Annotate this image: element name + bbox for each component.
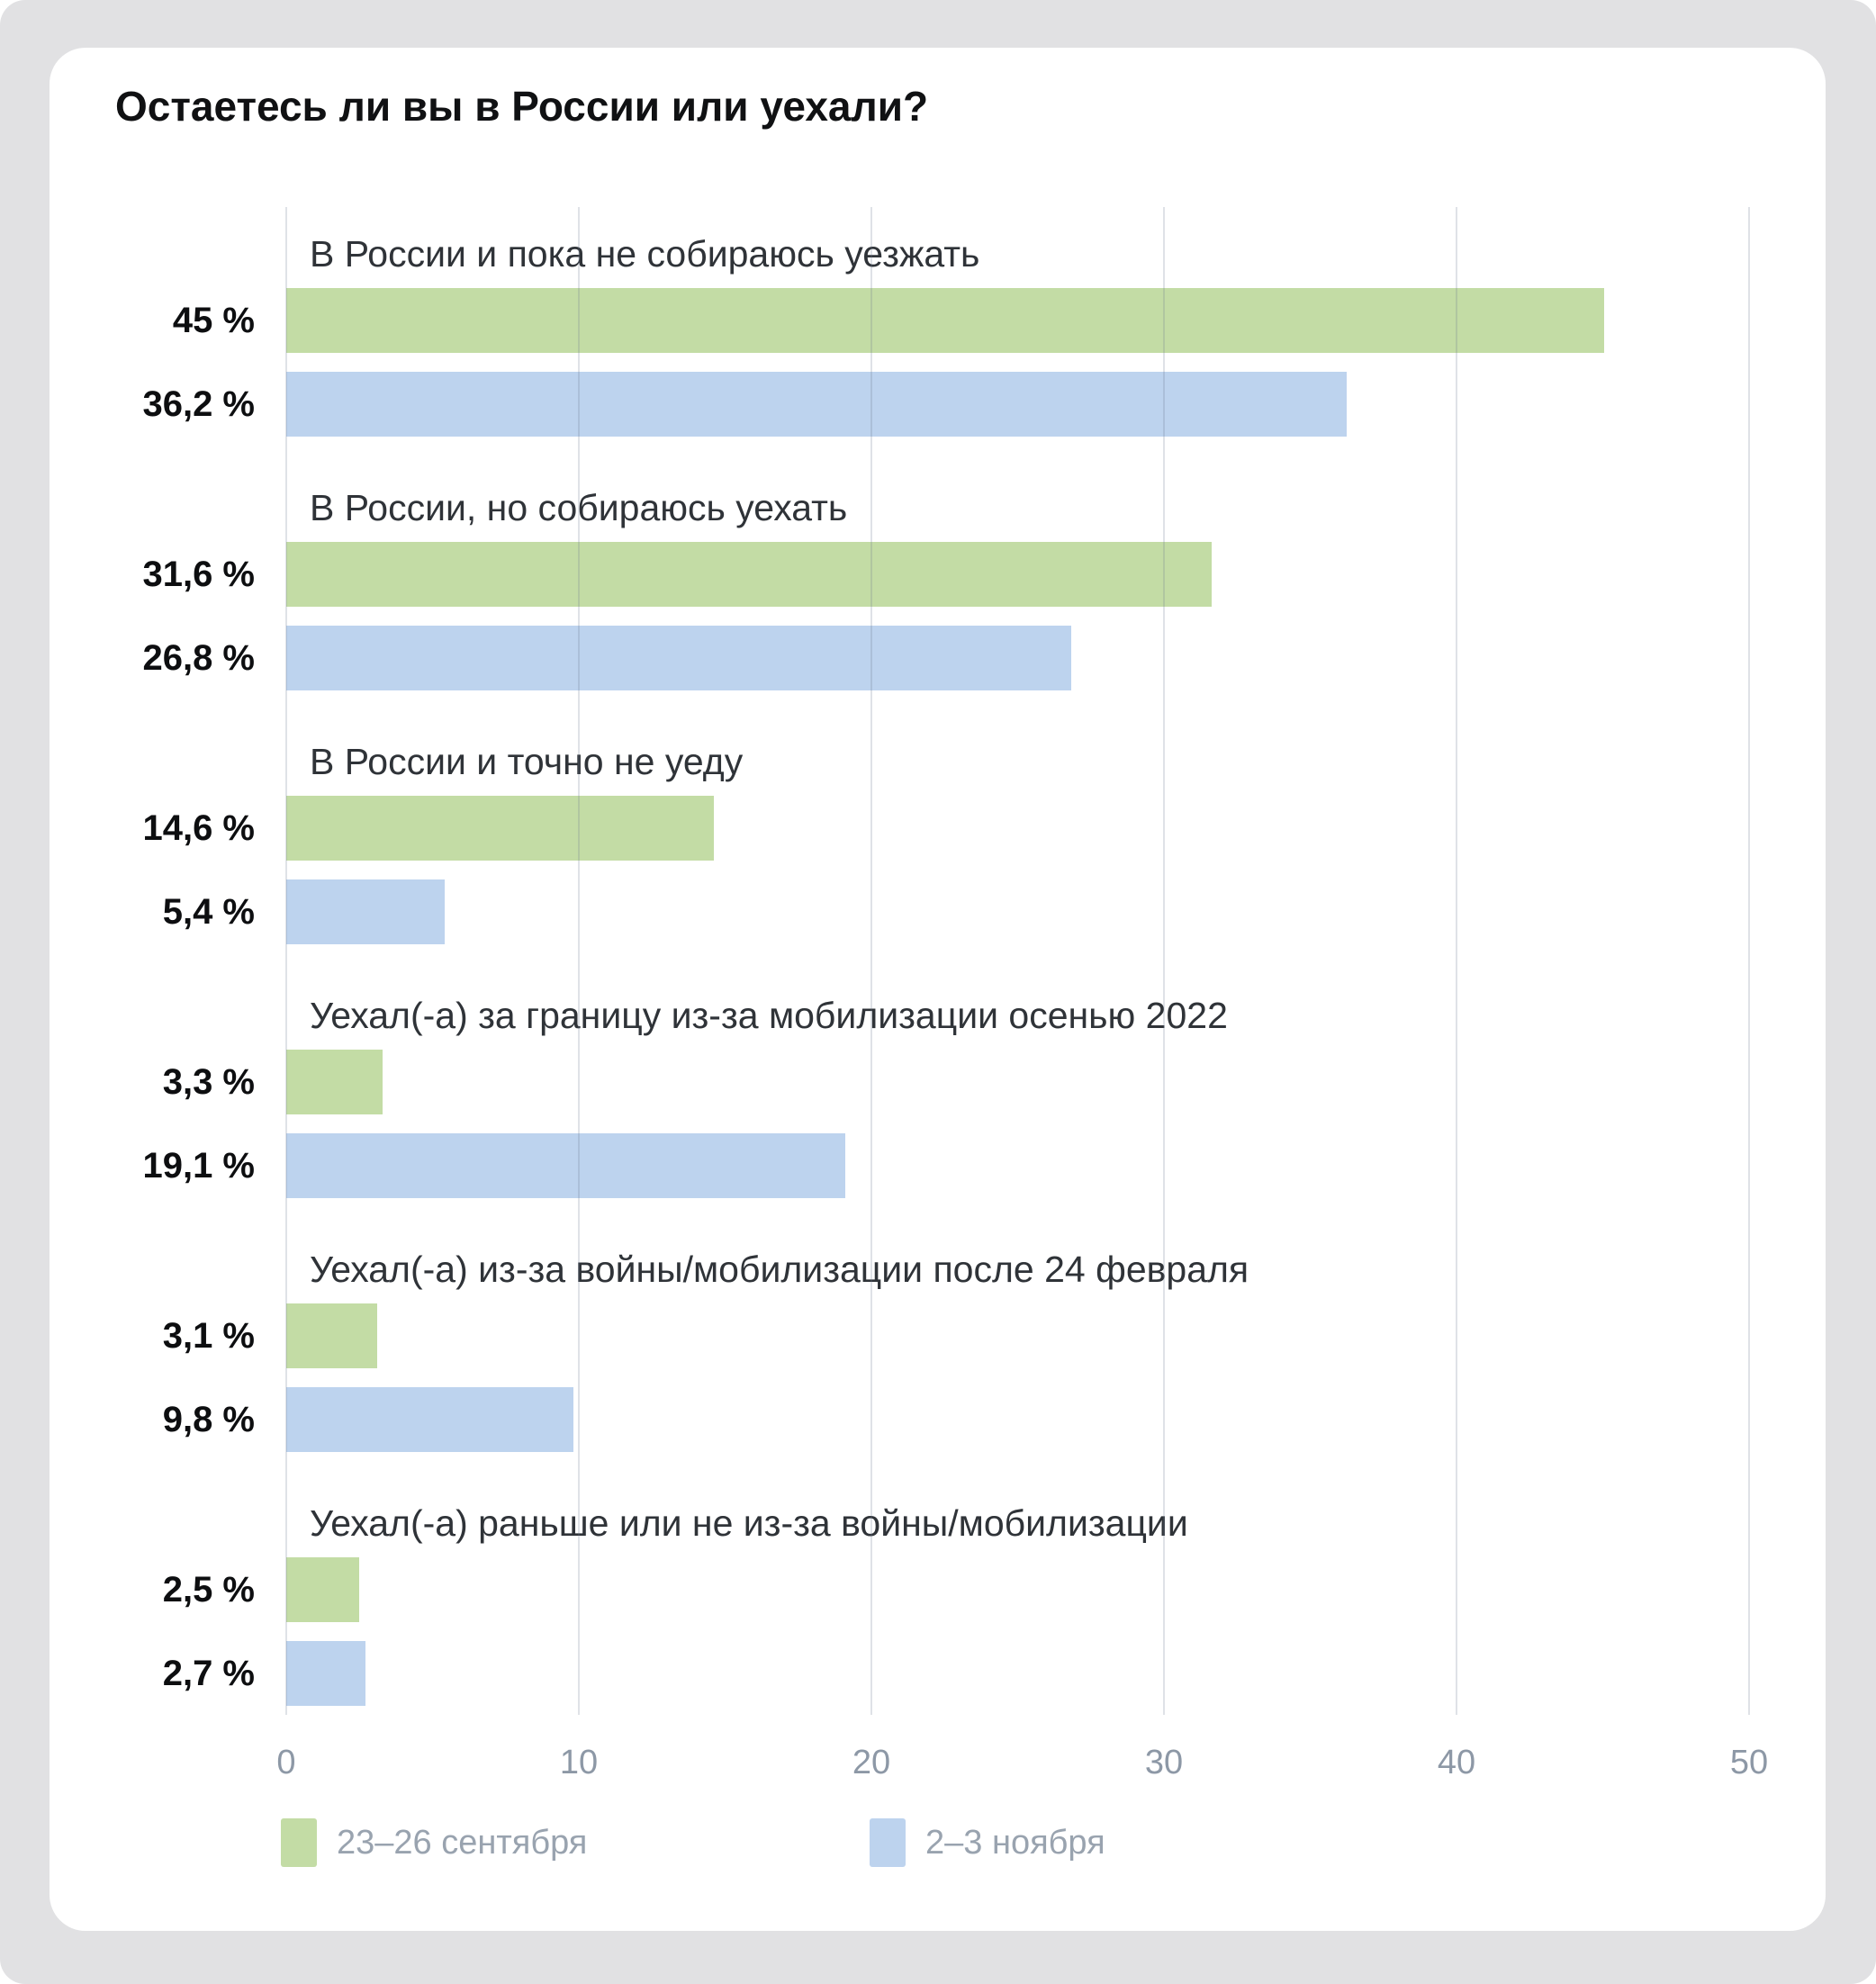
bar-value-label: 5,4 % [162,892,255,932]
bar-value-label: 2,5 % [162,1570,255,1610]
bar-value-label: 26,8 % [142,638,255,678]
bar-value-label: 3,3 % [162,1062,255,1102]
bar-group: Уехал(-а) раньше или не из-за войны/моби… [163,1502,1809,1755]
legend-item-september: 23–26 сентября [281,1818,587,1867]
bar-september [286,1050,383,1114]
chart-legend: 23–26 сентября 2–3 ноября [281,1818,1809,1867]
bar-row-september: 14,6 % [142,796,1809,861]
bar-value-label: 3,1 % [162,1316,255,1356]
category-label: Уехал(-а) из-за войны/мобилизации после … [310,1249,1249,1290]
bar-groups: В России и пока не собираюсь уезжать 45 … [142,232,1809,1755]
legend-label: 23–26 сентября [337,1824,588,1862]
bar-group: В России, но собираюсь уехать 31,6 % 26,… [142,486,1809,740]
bar-group: В России и точно не уеду 14,6 % 5,4 % [142,740,1809,994]
x-axis-tick: 30 [1144,1744,1184,1781]
bar-row-september: 31,6 % [142,542,1809,607]
bar-value-label: 14,6 % [142,808,255,848]
bar-row-september: 45 % [173,288,1809,353]
x-axis-tick: 50 [1729,1744,1769,1781]
bar-group: Уехал(-а) из-за войны/мобилизации после … [163,1248,1809,1502]
bar-september [286,288,1605,353]
bar-november [286,1641,365,1706]
bar-november [286,1133,846,1198]
bar-value-label: 36,2 % [142,384,255,424]
bar-september [286,542,1213,607]
bar-row-september: 3,3 % [163,1050,1809,1114]
bar-row-november: 26,8 % [142,626,1809,690]
bar-row-september: 3,1 % [163,1303,1809,1368]
bar-value-label: 45 % [172,301,255,340]
category-label: В России и пока не собираюсь уезжать [310,233,980,275]
bar-november [286,626,1072,690]
legend-swatch-blue [870,1818,906,1867]
bar-november [286,372,1347,437]
bar-row-november: 5,4 % [163,879,1809,944]
x-axis-tick: 20 [852,1744,891,1781]
bar-november [286,1387,573,1452]
category-label: Уехал(-а) раньше или не из-за войны/моби… [310,1502,1188,1544]
category-label: В России, но собираюсь уехать [310,487,848,528]
bar-september [286,1557,360,1622]
bar-row-september: 2,5 % [163,1557,1809,1622]
chart-title: Остаетесь ли вы в России или уехали? [115,83,929,130]
legend-item-november: 2–3 ноября [870,1818,1105,1867]
bar-value-label: 9,8 % [162,1400,255,1439]
x-axis-tick: 40 [1437,1744,1476,1781]
bar-value-label: 31,6 % [142,555,255,594]
category-label: Уехал(-а) за границу из-за мобилизации о… [310,995,1228,1036]
bar-row-november: 2,7 % [163,1641,1809,1706]
bar-value-label: 2,7 % [162,1654,255,1693]
bar-november [286,879,445,944]
bar-row-november: 36,2 % [142,372,1809,437]
bar-september [286,1303,377,1368]
legend-swatch-green [281,1818,317,1867]
legend-label: 2–3 ноября [925,1824,1105,1862]
bar-group: Уехал(-а) за границу из-за мобилизации о… [142,994,1809,1248]
x-axis-tick: 0 [276,1744,296,1781]
plot-area: В России и пока не собираюсь уезжать 45 … [142,207,1809,1935]
bar-group: В России и пока не собираюсь уезжать 45 … [142,232,1809,486]
bar-row-november: 19,1 % [142,1133,1809,1198]
bar-september [286,796,715,861]
category-label: В России и точно не уеду [310,741,744,782]
bar-value-label: 19,1 % [142,1146,255,1186]
bar-row-november: 9,8 % [163,1387,1809,1452]
x-axis-tick: 10 [559,1744,599,1781]
chart-card: Остаетесь ли вы в России или уехали? В Р… [50,48,1826,1931]
x-axis: 0 10 20 30 40 50 [276,1741,1809,1784]
